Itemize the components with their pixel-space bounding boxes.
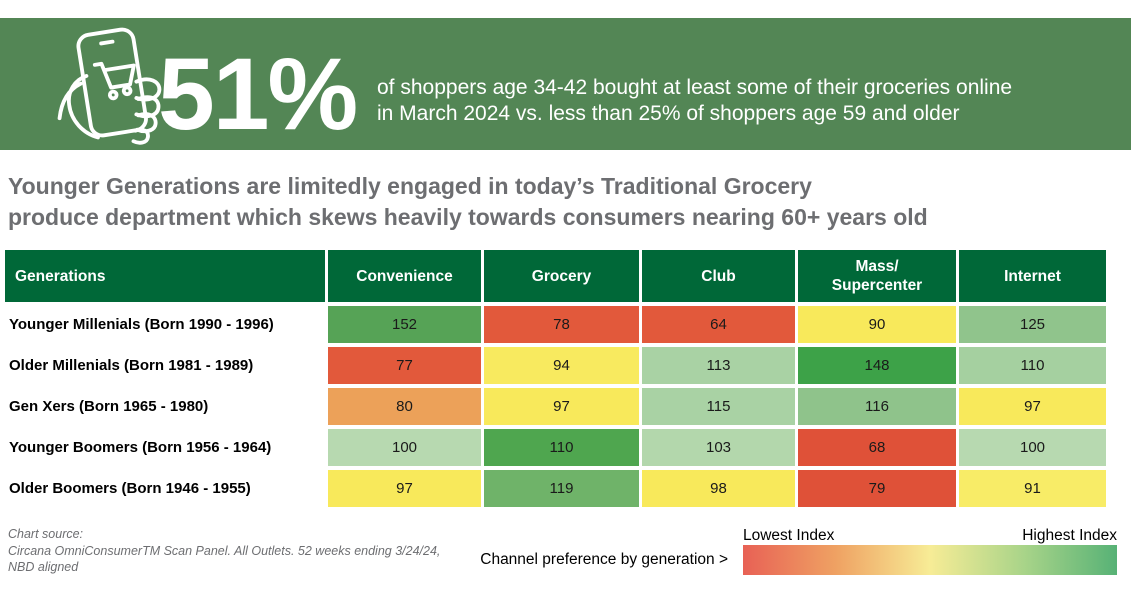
heatmap-cell: 97 (328, 470, 481, 507)
legend-low-label: Lowest Index (743, 527, 835, 544)
row-label: Younger Boomers (Born 1956 - 1964) (9, 439, 272, 456)
col-header-club: Club (642, 250, 795, 302)
heatmap-cell: 94 (484, 347, 639, 384)
heatmap-table: Generations Convenience Grocery Club Mas… (2, 246, 1109, 511)
heatmap-cell: 100 (959, 429, 1106, 466)
table-row: Older Millenials (Born 1981 - 1989) 77 9… (5, 347, 1106, 384)
hand-holding-phone-with-shopping-cart-icon (57, 27, 162, 145)
table-row: Gen Xers (Born 1965 - 1980) 80 97 115 11… (5, 388, 1106, 425)
stat-description-line1: of shoppers age 34-42 bought at least so… (377, 76, 1013, 99)
table-row: Older Boomers (Born 1946 - 1955) 97 119 … (5, 470, 1106, 507)
heatmap-cell: 91 (959, 470, 1106, 507)
header-row: Generations Convenience Grocery Club Mas… (5, 250, 1106, 302)
heatmap-cell: 68 (798, 429, 956, 466)
col-header-internet: Internet (959, 250, 1106, 302)
chart-source-line2: Circana OmniConsumerTM Scan Panel. All O… (8, 543, 441, 558)
table-row: Younger Boomers (Born 1956 - 1964) 100 1… (5, 429, 1106, 466)
col-header-mass-supercenter: Mass/ Supercenter (798, 250, 956, 302)
row-label: Older Millenials (Born 1981 - 1989) (9, 357, 254, 374)
legend-caption: Channel preference by generation > (480, 551, 728, 568)
col-header-generations: Generations (5, 250, 325, 302)
heatmap-cell: 125 (959, 306, 1106, 343)
heatmap-cell: 115 (642, 388, 795, 425)
heatmap-cell: 148 (798, 347, 956, 384)
stat-banner: 51% of shoppers age 34-42 bought at leas… (0, 18, 1131, 150)
stat-description-line2: in March 2024 vs. less than 25% of shopp… (377, 102, 960, 125)
heatmap-cell: 113 (642, 347, 795, 384)
row-label: Older Boomers (Born 1946 - 1955) (9, 480, 251, 497)
heatmap-cell: 98 (642, 470, 795, 507)
heatmap-cell: 110 (959, 347, 1106, 384)
row-label: Younger Millenials (Born 1990 - 1996) (9, 316, 274, 333)
heatmap-cell: 100 (328, 429, 481, 466)
heatmap-cell: 97 (959, 388, 1106, 425)
heatmap-cell: 97 (484, 388, 639, 425)
heatmap-cell: 78 (484, 306, 639, 343)
heatmap-cell: 79 (798, 470, 956, 507)
heatmap-cell: 80 (328, 388, 481, 425)
heatmap-cell: 103 (642, 429, 795, 466)
heatmap-cell: 110 (484, 429, 639, 466)
col-header-grocery: Grocery (484, 250, 639, 302)
stat-description: of shoppers age 34-42 bought at least so… (377, 75, 1012, 127)
table-row: Younger Millenials (Born 1990 - 1996) 15… (5, 306, 1106, 343)
legend-gradient-bar (743, 545, 1117, 575)
row-label: Gen Xers (Born 1965 - 1980) (9, 398, 209, 415)
legend-high-label: Highest Index (1022, 527, 1117, 544)
heatmap-cell: 64 (642, 306, 795, 343)
heatmap-cell: 77 (328, 347, 481, 384)
heatmap-cell: 119 (484, 470, 639, 507)
page-title-line2: produce department which skews heavily t… (8, 204, 928, 230)
chart-source-line3: NBD aligned (8, 560, 79, 574)
page-title: Younger Generations are limitedly engage… (8, 171, 928, 233)
chart-source-line1: Chart source: (8, 527, 84, 541)
stat-value: 51% (158, 37, 358, 151)
chart-source-note: Chart source: Circana OmniConsumerTM Sca… (8, 526, 440, 576)
heatmap-cell: 116 (798, 388, 956, 425)
heatmap-cell: 152 (328, 306, 481, 343)
col-header-convenience: Convenience (328, 250, 481, 302)
page-title-line1: Younger Generations are limitedly engage… (8, 173, 812, 199)
heatmap-cell: 90 (798, 306, 956, 343)
